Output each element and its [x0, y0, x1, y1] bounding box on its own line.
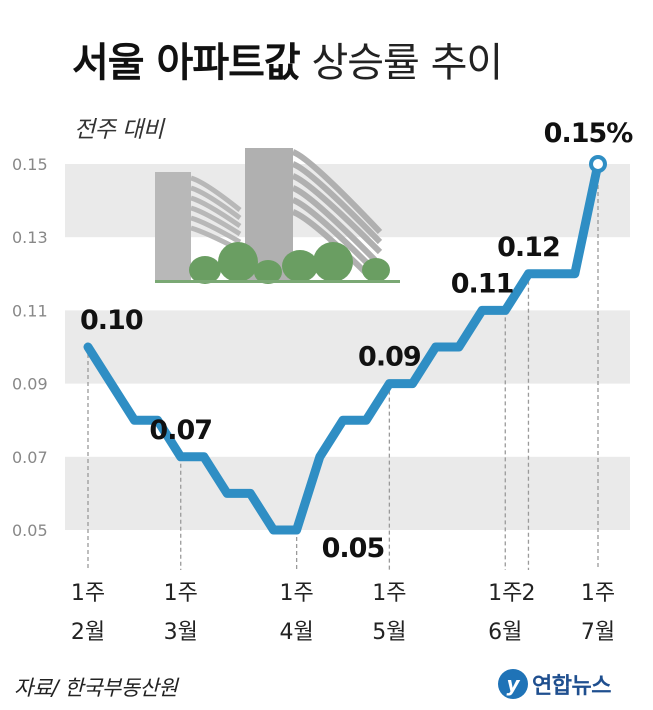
x-tick-label-line2: 7월	[581, 620, 615, 645]
yonhap-logo-icon: y	[498, 669, 528, 699]
x-tick-label-line1: 1주	[488, 581, 522, 606]
y-axis-unit-label: 전주 대비	[74, 117, 164, 143]
data-labels: 0.10 0.07 0.05 0.09 0.11 0.12 0.15%	[80, 118, 634, 564]
y-tick-label: 0.11	[12, 301, 48, 320]
x-tick-label-line1: 1주	[280, 581, 314, 606]
grid-band-1	[65, 310, 630, 384]
x-tick-label-line1: 2	[521, 581, 535, 606]
data-label: 0.15%	[544, 118, 634, 149]
data-label: 0.10	[80, 305, 143, 336]
yonhap-logo-text: 연합뉴스	[532, 674, 611, 699]
source-note: 자료/ 한국부동산원	[14, 676, 178, 700]
x-tick-label-line2: 5월	[372, 620, 406, 645]
chart-title: 서울 아파트값 상승률 추이	[72, 30, 503, 88]
y-tick-label: 0.09	[12, 375, 48, 394]
x-tick-label-line2: 6월	[488, 620, 522, 645]
x-tick-label-line2: 2월	[71, 620, 105, 645]
apartment-illustration	[155, 148, 400, 284]
y-tick-label: 0.13	[12, 228, 48, 247]
y-tick-labels: 0.15 0.13 0.11 0.09 0.07 0.05	[12, 155, 48, 540]
title-bold: 서울 아파트값	[72, 40, 301, 86]
x-tick-label-line1: 1주	[71, 581, 105, 606]
x-tick-label-line1: 1주	[581, 581, 615, 606]
yonhap-logo: y 연합뉴스	[498, 664, 611, 704]
x-guide-lines	[87, 164, 599, 570]
y-tick-label: 0.07	[12, 448, 48, 467]
title-light: 상승률 추이	[311, 40, 503, 86]
y-tick-label: 0.05	[12, 521, 48, 540]
y-tick-label: 0.15	[12, 155, 48, 174]
x-tick-label-line1: 1주	[372, 581, 406, 606]
series-line	[83, 159, 603, 535]
data-label: 0.07	[149, 415, 212, 446]
data-label: 0.11	[451, 268, 514, 299]
x-tick-label-line2: 3월	[164, 620, 198, 645]
data-label: 0.12	[497, 232, 560, 263]
end-point-marker	[589, 155, 607, 173]
grid-band-2	[65, 456, 630, 530]
x-tick-label-line1: 1주	[164, 581, 198, 606]
data-label: 0.05	[322, 533, 385, 564]
data-label: 0.09	[358, 342, 421, 373]
x-tick-label-line2: 4월	[280, 620, 314, 645]
